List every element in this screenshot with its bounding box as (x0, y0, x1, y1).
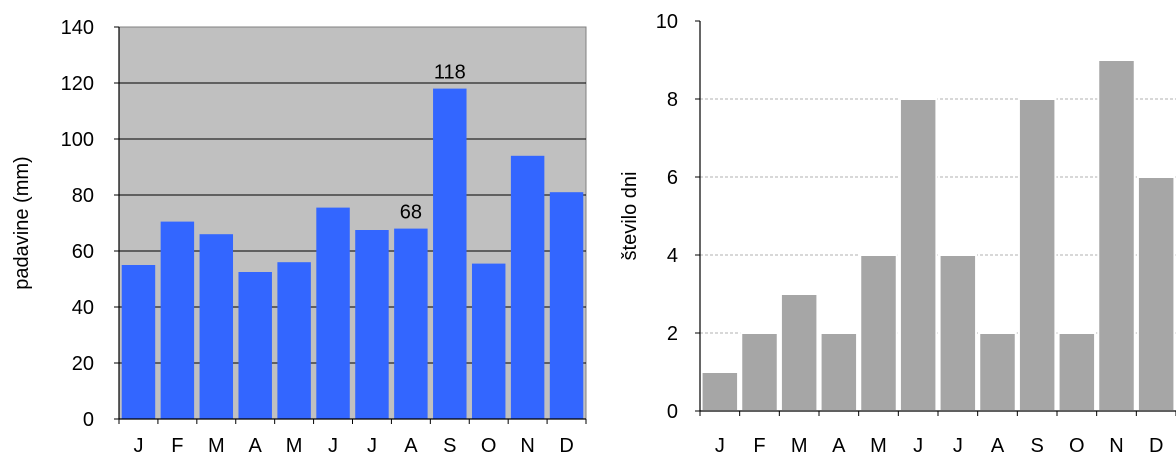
y-tick-label: 60 (72, 241, 94, 263)
y-tick-label: 120 (61, 73, 94, 95)
x-tick-label: J (913, 435, 923, 456)
bar-10 (1057, 332, 1097, 412)
y-axis-title: padavine (mm) (11, 156, 33, 289)
y-tick-label: 20 (72, 353, 94, 375)
x-tick-label: A (832, 435, 846, 456)
x-tick-label: M (286, 435, 303, 456)
x-tick-label: N (520, 435, 534, 456)
x-tick-label: F (171, 435, 183, 456)
plot-area (700, 21, 1176, 411)
y-tick-label: 8 (667, 89, 678, 111)
x-tick-label: A (404, 435, 418, 456)
x-tick-label: D (559, 435, 573, 456)
y-tick-label: 100 (61, 129, 94, 151)
y-tick-label: 4 (667, 245, 678, 267)
x-tick-label: M (791, 435, 808, 456)
bar-8 (394, 228, 428, 419)
y-tick-label: 2 (667, 323, 678, 345)
bar-2 (740, 332, 779, 412)
y-tick-label: 6 (667, 167, 678, 189)
x-tick-label: J (328, 435, 338, 456)
x-tick-label: F (753, 435, 765, 456)
x-tick-label: O (481, 435, 497, 456)
bar-9 (1017, 98, 1057, 412)
bar-4 (238, 272, 272, 419)
x-tick-label: A (249, 435, 263, 456)
bar-11 (1097, 59, 1136, 412)
y-tick-label: 80 (72, 185, 94, 207)
x-tick-label: J (133, 435, 143, 456)
bar-9 (433, 88, 467, 419)
y-axis-title: število dni (619, 172, 641, 261)
y-tick-label: 10 (656, 11, 678, 33)
x-tick-label: A (991, 435, 1005, 456)
bar-3 (779, 293, 819, 412)
y-tick-label: 40 (72, 297, 94, 319)
bar-5 (277, 262, 311, 419)
bar-10 (471, 263, 506, 419)
bar-8 (978, 332, 1017, 412)
x-tick-label: S (443, 435, 456, 456)
bar-6 (898, 98, 938, 412)
x-tick-label: J (953, 435, 963, 456)
y-tick-label: 0 (667, 401, 678, 423)
bar-3 (199, 234, 234, 419)
bar-6 (316, 207, 350, 419)
bar-1 (700, 371, 740, 412)
data-label: 118 (434, 62, 466, 84)
bar-5 (859, 254, 898, 412)
x-tick-label: N (1109, 435, 1123, 456)
plot-area (118, 26, 587, 420)
x-tick-label: O (1069, 435, 1085, 456)
bar-7 (355, 230, 389, 419)
x-tick-label: D (1149, 435, 1163, 456)
x-tick-label: M (208, 435, 225, 456)
y-tick-label: 0 (83, 409, 94, 431)
bar-7 (938, 254, 978, 412)
bar-2 (160, 221, 195, 419)
bar-1 (121, 265, 156, 419)
x-tick-label: M (870, 435, 887, 456)
x-tick-label: J (715, 435, 725, 456)
x-tick-label: S (1030, 435, 1043, 456)
y-tick-label: 140 (61, 17, 94, 39)
bar-12 (549, 192, 584, 419)
data-label: 68 (400, 202, 422, 224)
x-tick-label: J (367, 435, 377, 456)
bar-4 (819, 332, 859, 412)
bar-11 (510, 155, 545, 420)
bar-12 (1136, 176, 1176, 412)
